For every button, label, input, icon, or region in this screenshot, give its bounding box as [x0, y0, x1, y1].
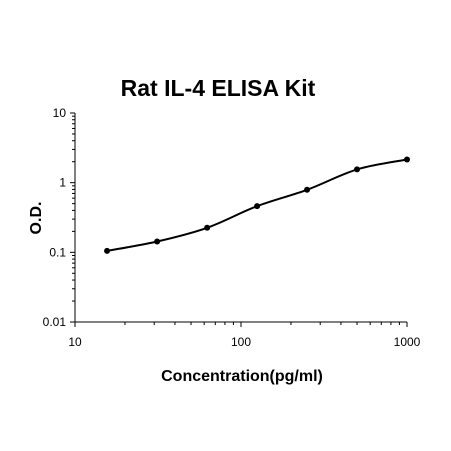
data-point	[354, 166, 361, 173]
y-tick-label: 0.01	[43, 315, 67, 329]
y-axis-title: O.D.	[28, 202, 45, 235]
data-point	[104, 247, 111, 254]
x-tick-label: 10	[68, 335, 82, 349]
data-points	[104, 156, 410, 254]
data-point	[254, 203, 261, 210]
x-axis-title: Concentration(pg/ml)	[161, 368, 323, 385]
y-axis-ticks: 10 1 0.1 0.01	[43, 106, 75, 329]
data-point	[304, 186, 311, 193]
x-tick-label: 100	[231, 335, 251, 349]
x-axis-ticks: 10 100 1000	[68, 322, 421, 349]
y-tick-label: 0.1	[49, 245, 66, 259]
chart-title: Rat IL-4 ELISA Kit	[121, 75, 316, 101]
y-tick-label: 1	[59, 176, 66, 190]
data-point	[204, 224, 211, 231]
y-tick-label: 10	[53, 106, 67, 120]
x-tick-label: 1000	[394, 335, 421, 349]
plot-area: 10 1 0.1 0.01 10 100 1000	[43, 106, 421, 349]
data-point	[154, 238, 161, 245]
data-point	[404, 156, 410, 163]
